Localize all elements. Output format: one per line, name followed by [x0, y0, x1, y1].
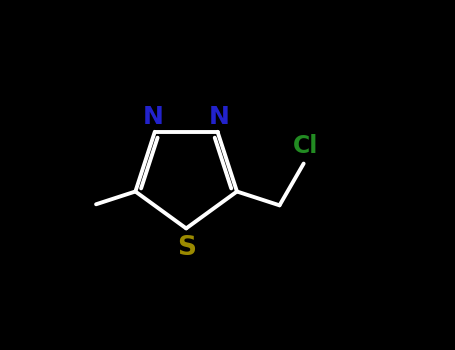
Text: Cl: Cl	[293, 134, 318, 159]
Text: S: S	[177, 234, 196, 261]
Text: N: N	[209, 105, 230, 129]
Text: N: N	[142, 105, 163, 129]
